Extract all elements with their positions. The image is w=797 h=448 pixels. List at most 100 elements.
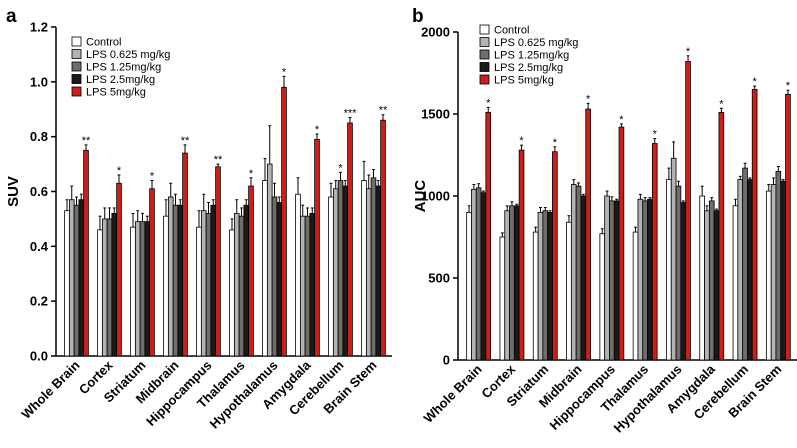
bar [375,185,382,357]
bar [337,180,344,357]
bar [613,200,620,361]
bar [342,185,349,357]
legend-swatch [71,36,82,47]
bar [585,108,591,361]
legend-swatch [479,74,490,85]
bar [233,213,240,357]
bar [537,211,544,361]
bar [205,213,212,357]
legend-swatch [71,61,82,72]
bar [262,180,268,357]
bar [134,221,141,357]
bar [637,198,644,361]
bar [309,213,316,357]
significance-mark: * [752,76,757,88]
significance-mark: *** [344,107,358,119]
bar [566,221,572,361]
significance-mark: * [686,46,691,58]
bar [73,204,80,357]
bar [513,205,520,361]
bar [666,179,672,361]
y-tick-label: 0.8 [30,129,48,144]
bar [509,205,515,361]
bar [210,204,217,357]
legend-label: LPS 0.625 mg/kg [86,49,170,61]
bar [172,204,179,357]
legend-label: LPS 5mg/kg [494,75,554,87]
y-tick-label: 1.0 [30,74,48,89]
bar [130,226,136,357]
y-tick-label: 0.2 [30,294,48,309]
y-tick-label: 2000 [421,25,450,40]
bar [243,204,250,357]
bar [609,200,615,361]
bar [271,196,278,357]
significance-mark: * [117,165,122,177]
significance-mark: ** [82,135,91,147]
bar [229,229,235,357]
bar [632,231,639,361]
bar [238,215,245,357]
bar [485,111,492,361]
bar [651,143,658,361]
y-axis-title: AUC [412,180,429,213]
legend-label: LPS 5mg/kg [86,87,146,99]
bar [680,202,687,361]
bar [332,188,339,357]
significance-mark: ** [214,154,223,166]
bar [552,151,558,361]
bar [347,122,353,357]
bar [475,187,482,361]
significance-mark: * [249,168,254,180]
bar [299,215,306,357]
y-tick-label: 1500 [421,107,450,122]
legend-label: Control [86,37,121,49]
bar [542,210,549,361]
significance-mark: * [719,98,724,110]
bar [604,195,610,361]
bar [471,189,477,361]
bar [708,200,715,361]
bar [647,198,653,361]
bar [480,192,487,361]
significance-mark: * [786,80,791,92]
bar [742,167,748,361]
legend-label: LPS 2.5mg/kg [494,62,563,74]
bar [304,215,311,357]
bar [599,233,606,361]
bar [365,188,372,357]
bar [504,210,510,361]
bar [547,211,553,361]
bar [785,93,791,361]
legend-swatch [479,49,490,60]
category-label: Whole Brain [18,357,82,421]
bar [618,126,625,361]
bar [575,185,582,361]
bar [532,231,539,361]
bar [328,196,334,357]
legend-label: LPS 0.625 mg/kg [494,37,578,49]
bar [380,119,386,357]
legend-label: LPS 2.5mg/kg [86,74,155,86]
bar [182,152,188,357]
bar [770,184,777,361]
bar [106,218,113,357]
bar [699,195,705,361]
significance-mark: * [519,135,524,147]
bar [248,185,254,357]
bar [732,205,739,361]
bar [97,229,103,357]
bar [83,149,89,357]
significance-mark: ** [379,105,388,117]
bar [518,149,525,361]
significance-mark: * [619,114,624,126]
y-tick-label: 1000 [421,189,450,204]
bar [215,166,221,357]
y-tick-label: 1.2 [30,20,48,35]
bar [276,202,283,357]
significance-mark: * [338,162,343,174]
